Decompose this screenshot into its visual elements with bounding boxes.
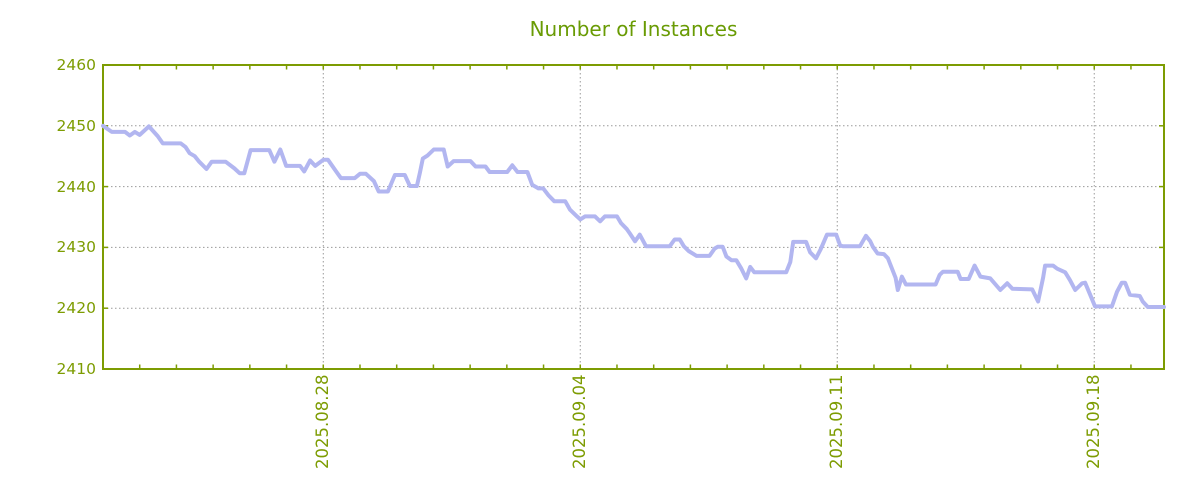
- y-tick-label: 2460: [56, 56, 96, 74]
- data-line: [101, 123, 1166, 309]
- plot-border: [102, 64, 1165, 370]
- y-tick-label: 2450: [56, 116, 96, 135]
- y-tick-label: 2420: [56, 299, 96, 318]
- x-tick-label: 2025.09.11: [827, 374, 847, 469]
- y-tick-label: 2410: [56, 360, 96, 378]
- x-tick-label: 2025.09.04: [570, 374, 590, 469]
- x-tick-label: 2025.09.18: [1084, 374, 1104, 469]
- x-tick-label: 2025.08.28: [313, 374, 333, 469]
- chart-title: Number of Instances: [529, 17, 738, 41]
- y-tick-label: 2440: [56, 177, 96, 196]
- y-tick-label: 2430: [56, 238, 96, 257]
